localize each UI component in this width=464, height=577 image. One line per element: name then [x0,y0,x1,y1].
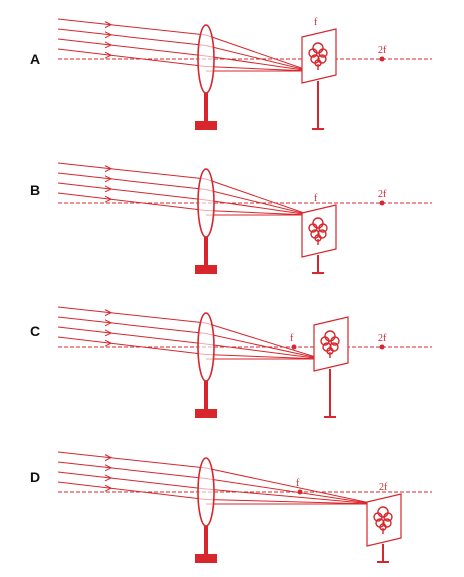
lens-stand-base [195,121,217,130]
panel-b: Bf 2f [30,162,432,274]
image-blob [318,48,328,58]
panel-d: D 2f f [30,451,432,563]
image-blob [308,48,318,58]
incident-ray [57,336,207,355]
ray-arrow [104,185,113,193]
incident-ray [57,306,207,324]
image-blob [312,217,324,229]
point-label: f [296,478,300,489]
ray-arrow [104,51,113,59]
refracted-ray [205,55,311,72]
refracted-ray [205,322,323,360]
panel-label: C [30,323,40,339]
ray-arrow [104,195,113,203]
refracted-ray [205,467,376,505]
incident-ray [57,481,207,500]
image-blob [383,512,393,522]
point-2f [379,56,385,62]
ray-arrow [104,339,113,347]
point-f [297,489,303,495]
point-label: 2f [378,45,387,56]
convex-lens [197,24,215,94]
incident-ray [57,28,207,46]
convex-lens [197,168,215,238]
incident-ray [57,192,207,211]
image-blob [318,223,328,233]
ray-arrow [104,31,113,39]
refracted-ray [205,199,311,216]
image-blob [308,223,318,233]
refracted-ray [205,178,311,216]
point-2f [379,344,385,350]
lens-stand-base [195,409,217,418]
projected-image [373,506,393,534]
image-blob [373,512,383,522]
ray-arrow [104,319,113,327]
convex-lens [197,457,215,527]
incident-ray [57,461,207,479]
projected-image [308,217,328,245]
panels-root: Af 2f Bf 2f C f 2f D 2f f [30,17,432,563]
ray-arrow [104,309,113,317]
image-blob [329,342,339,352]
point-f [291,344,297,350]
point-label: 2f [378,333,387,344]
incident-ray [57,162,207,180]
ray-arrow [104,165,113,173]
refracted-ray [205,333,323,360]
screen-point-label: 2f [379,482,388,493]
refracted-ray [205,34,311,72]
image-blob [324,330,336,342]
ray-arrow [104,464,113,472]
screen-point-label: f [314,193,318,204]
projected-image [308,42,328,70]
image-blob [330,336,340,346]
incident-ray [57,316,207,334]
ray-arrow [104,454,113,462]
convex-lens [197,312,215,382]
ray-arrow [104,474,113,482]
image-blob [317,54,327,64]
refracted-ray [205,499,376,505]
refracted-ray [205,66,311,72]
panel-label: B [30,182,40,198]
lens-stand-base [195,554,217,563]
incident-ray [57,182,207,201]
ray-arrow [104,484,113,492]
image-blob [320,336,330,346]
image-blob [317,229,327,239]
incident-ray [57,471,207,490]
ray-arrow [104,41,113,49]
ray-arrow [104,329,113,337]
image-blob [382,518,392,528]
panel-label: A [30,51,40,67]
incident-ray [57,172,207,190]
screen-point-label: f [314,17,318,28]
point-label: f [290,333,294,344]
panel-label: D [30,469,40,485]
ray-arrow [104,175,113,183]
incident-ray [57,38,207,57]
refracted-ray [205,354,323,360]
refracted-ray [205,343,323,360]
lens-stand-base [195,265,217,274]
ray-arrow [104,21,113,29]
incident-ray [57,18,207,36]
refracted-ray [205,45,311,72]
incident-ray [57,451,207,469]
refracted-ray [205,210,311,216]
refracted-ray [205,478,376,505]
point-2f [379,200,385,206]
incident-ray [57,48,207,67]
refracted-ray [205,189,311,216]
refracted-ray [205,488,376,505]
panel-a: Af 2f [30,17,432,130]
image-blob [312,42,324,54]
point-label: 2f [378,189,387,200]
projected-image [320,330,340,358]
image-blob [377,506,389,518]
incident-ray [57,326,207,345]
